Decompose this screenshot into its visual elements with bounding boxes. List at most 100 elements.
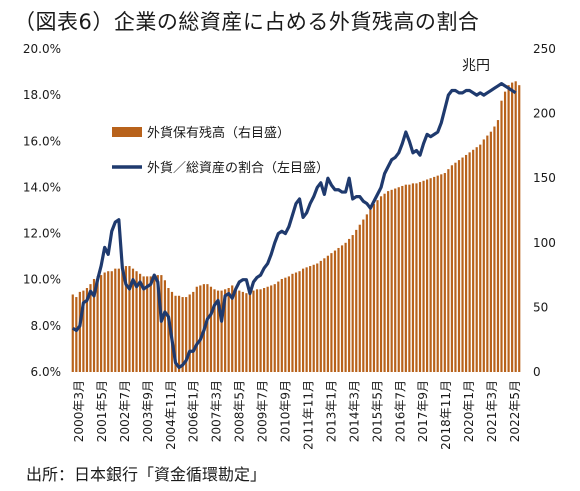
- bar: [440, 174, 443, 372]
- left-tick-label: 16.0%: [23, 134, 61, 148]
- left-tick-label: 14.0%: [23, 180, 61, 194]
- bar: [78, 291, 81, 372]
- bar: [404, 184, 407, 372]
- x-tick-label: 2006年1月: [187, 380, 201, 442]
- bar: [266, 286, 269, 372]
- bar: [107, 271, 110, 372]
- bar: [149, 276, 152, 372]
- bar: [224, 289, 227, 372]
- bar: [387, 191, 390, 372]
- bar: [475, 147, 478, 372]
- bar: [163, 280, 166, 372]
- bar: [496, 120, 500, 372]
- bar: [114, 268, 117, 372]
- ratio-line: [71, 82, 517, 369]
- source-note: 出所：日本銀行「資金循環勘定」: [26, 465, 267, 484]
- chart-title: （図表6）企業の総資産に占める外貨残高の割合: [14, 10, 480, 34]
- bar: [139, 273, 142, 372]
- x-tick-label: 2000年3月: [72, 380, 86, 442]
- bar: [408, 184, 411, 372]
- bar: [213, 289, 216, 372]
- bar: [326, 255, 329, 372]
- x-tick-label: 2008年5月: [233, 380, 247, 442]
- bar: [511, 82, 514, 372]
- right-tick-label: 250: [533, 42, 556, 56]
- bar: [280, 278, 283, 372]
- bar: [142, 276, 145, 372]
- bar: [167, 288, 170, 372]
- x-tick-label: 2010年9月: [279, 380, 293, 442]
- bar: [245, 293, 248, 372]
- x-tick-label: 2002年7月: [118, 380, 132, 442]
- right-tick-label: 150: [533, 171, 556, 185]
- bar: [117, 268, 120, 372]
- x-tick-label: 2018年11月: [439, 380, 453, 450]
- bar: [418, 182, 422, 372]
- bar: [82, 290, 85, 372]
- legend-bar-swatch: [112, 127, 142, 137]
- bar: [454, 162, 457, 372]
- bar: [238, 290, 241, 372]
- x-tick-label: 2016年7月: [393, 380, 407, 442]
- bar: [422, 180, 425, 372]
- left-tick-label: 12.0%: [23, 227, 61, 241]
- bar: [71, 294, 74, 372]
- bar: [348, 238, 351, 372]
- legend-line-label: 外貨／総資産の割合（左目盛）: [147, 160, 329, 176]
- x-tick-label: 2021年3月: [485, 380, 499, 442]
- right-axis-ticks: 0 50 100 150 200 250: [533, 42, 556, 379]
- bar: [294, 272, 298, 372]
- bar: [291, 273, 294, 372]
- bar: [401, 185, 404, 372]
- bar: [340, 245, 344, 372]
- left-tick-label: 20.0%: [23, 42, 61, 56]
- bar: [301, 268, 305, 372]
- bar: [486, 135, 489, 372]
- legend-bar-label: 外貨保有残高（右目盛）: [147, 125, 290, 141]
- bar: [252, 290, 255, 372]
- bar: [330, 253, 333, 372]
- bar: [153, 275, 156, 372]
- bar: [227, 288, 230, 372]
- bar: [457, 160, 461, 372]
- bar: [309, 266, 312, 372]
- bar: [241, 291, 244, 372]
- bar: [443, 173, 446, 372]
- bar: [316, 263, 319, 372]
- bar: [181, 297, 184, 372]
- x-tick-label: 2022年5月: [508, 380, 522, 442]
- bar: [351, 235, 354, 372]
- bar: [383, 193, 386, 372]
- bar: [411, 183, 415, 372]
- bar: [234, 288, 237, 372]
- bar: [358, 224, 361, 372]
- bar: [100, 275, 103, 372]
- bar: [231, 285, 234, 372]
- bar: [390, 189, 393, 372]
- bar: [255, 289, 259, 372]
- bar: [259, 289, 262, 372]
- bar: [160, 275, 163, 372]
- bar: [376, 200, 379, 372]
- bar: [365, 214, 368, 372]
- bar: [121, 266, 124, 372]
- bar: [195, 286, 198, 372]
- bar: [355, 229, 358, 372]
- bar: [461, 157, 464, 372]
- bar: [514, 81, 517, 373]
- x-tick-label: 2011年11月: [302, 380, 316, 450]
- bar: [185, 297, 188, 372]
- bar: [177, 295, 181, 372]
- bar: [298, 271, 301, 372]
- bar: [500, 100, 503, 373]
- bar: [188, 294, 191, 372]
- x-tick-label: 2007年3月: [210, 380, 224, 442]
- bar: [464, 154, 468, 372]
- bar: [270, 285, 273, 372]
- bar: [482, 139, 485, 372]
- bar: [131, 268, 135, 372]
- bar: [372, 204, 376, 372]
- bar: [248, 291, 252, 372]
- bar: [319, 260, 322, 372]
